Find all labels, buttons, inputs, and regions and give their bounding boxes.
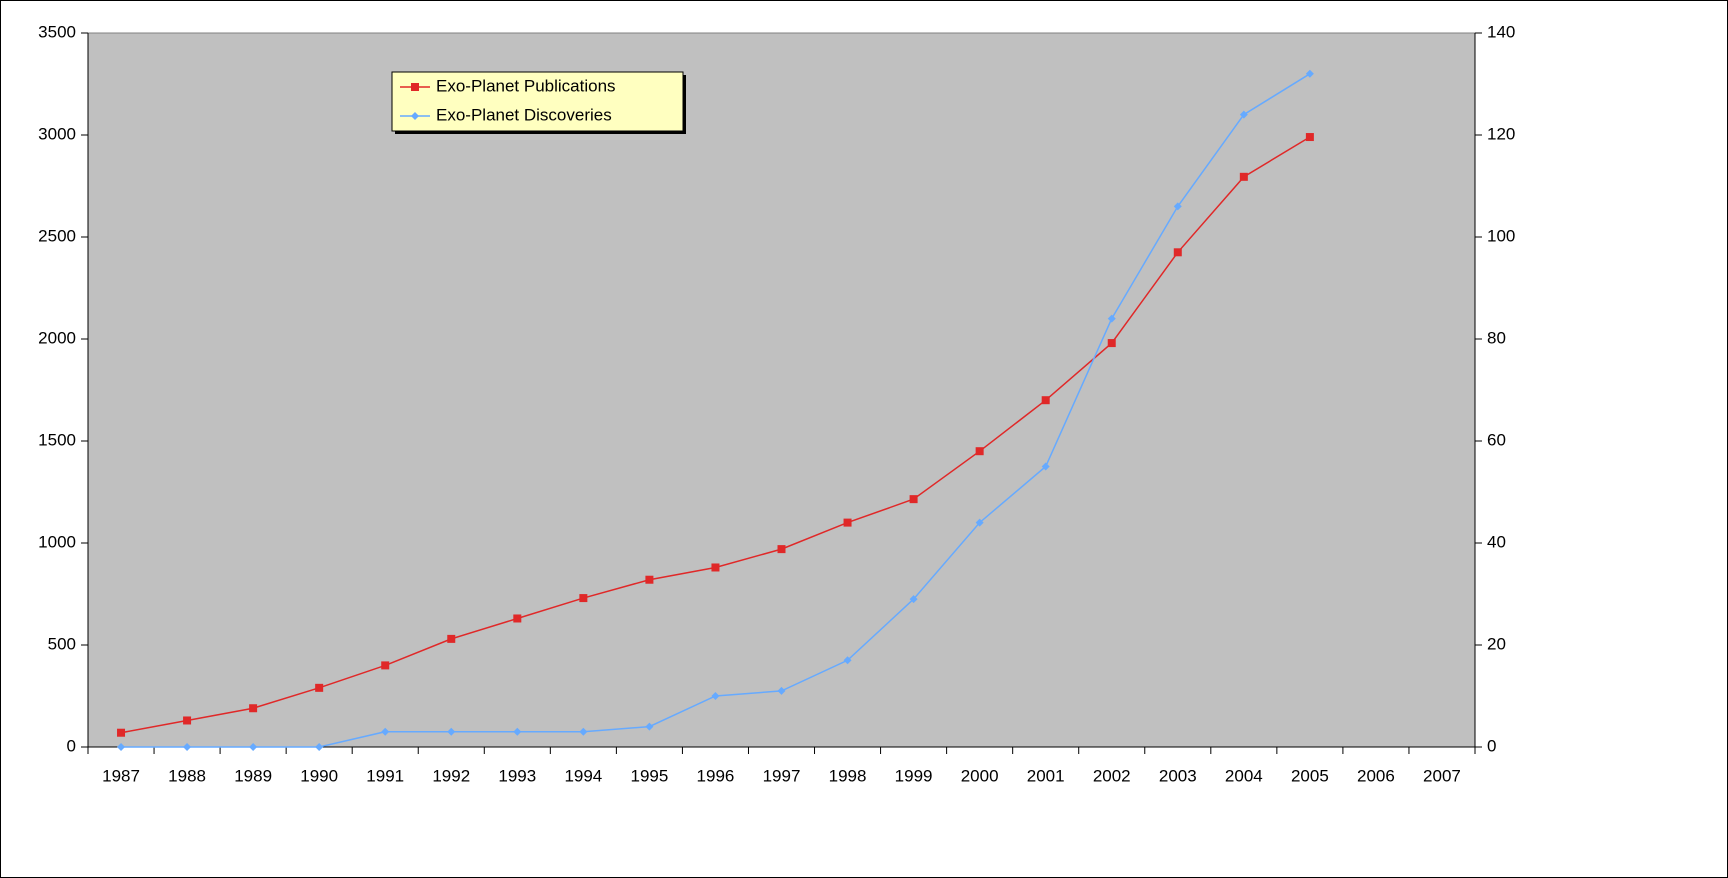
y2-tick-label: 100 bbox=[1487, 226, 1515, 245]
series-marker bbox=[381, 727, 390, 736]
x-tick-label: 1994 bbox=[564, 766, 602, 785]
series-marker bbox=[1173, 202, 1182, 211]
series-marker bbox=[447, 727, 456, 736]
series-marker bbox=[1305, 69, 1314, 78]
x-tick-label: 1991 bbox=[366, 766, 404, 785]
x-tick-label: 1995 bbox=[630, 766, 668, 785]
y-tick-label: 0 bbox=[67, 736, 76, 755]
series-marker bbox=[975, 518, 984, 527]
x-tick-label: 1988 bbox=[168, 766, 206, 785]
series-marker bbox=[513, 614, 522, 623]
legend-marker bbox=[411, 112, 419, 120]
series-marker bbox=[843, 518, 852, 527]
series-marker bbox=[315, 743, 324, 751]
legend-label: Exo-Planet Discoveries bbox=[436, 105, 612, 124]
series-marker bbox=[183, 743, 192, 751]
x-tick-label: 1999 bbox=[895, 766, 933, 785]
x-tick-label: 2000 bbox=[961, 766, 999, 785]
x-tick-label: 2002 bbox=[1093, 766, 1131, 785]
series-marker bbox=[1239, 110, 1248, 119]
series-marker bbox=[843, 656, 852, 665]
series-marker bbox=[777, 686, 786, 695]
y-tick-label: 2500 bbox=[38, 226, 76, 245]
series-marker bbox=[117, 728, 126, 737]
y-tick-label: 3500 bbox=[38, 22, 76, 41]
series-marker bbox=[1173, 248, 1182, 257]
y-tick-label: 500 bbox=[48, 634, 76, 653]
y2-tick-label: 20 bbox=[1487, 634, 1506, 653]
y-tick-label: 3000 bbox=[38, 124, 76, 143]
x-tick-label: 2005 bbox=[1291, 766, 1329, 785]
y2-tick-label: 60 bbox=[1487, 430, 1506, 449]
y2-tick-label: 40 bbox=[1487, 532, 1506, 551]
x-tick-label: 1989 bbox=[234, 766, 272, 785]
x-tick-label: 2001 bbox=[1027, 766, 1065, 785]
series-marker bbox=[1239, 172, 1248, 181]
series-marker bbox=[1305, 133, 1314, 142]
series-marker bbox=[909, 595, 918, 604]
series-marker bbox=[513, 727, 522, 736]
y2-tick-label: 120 bbox=[1487, 124, 1515, 143]
series-marker bbox=[711, 563, 720, 572]
x-tick-label: 1993 bbox=[498, 766, 536, 785]
y-tick-label: 1500 bbox=[38, 430, 76, 449]
legend-marker bbox=[411, 83, 419, 91]
series-marker bbox=[1041, 396, 1050, 405]
x-tick-label: 2004 bbox=[1225, 766, 1263, 785]
series-marker bbox=[975, 447, 984, 456]
x-tick-label: 1992 bbox=[432, 766, 470, 785]
x-tick-label: 1997 bbox=[763, 766, 801, 785]
y2-tick-label: 140 bbox=[1487, 22, 1515, 41]
legend-label: Exo-Planet Publications bbox=[436, 76, 616, 95]
series-marker bbox=[1107, 314, 1116, 323]
series-marker bbox=[711, 692, 720, 700]
series-marker bbox=[909, 495, 918, 504]
legend bbox=[391, 71, 684, 132]
x-tick-label: 1998 bbox=[829, 766, 867, 785]
plot-area bbox=[87, 32, 1476, 748]
series-marker bbox=[777, 545, 786, 554]
x-tick-label: 1990 bbox=[300, 766, 338, 785]
x-tick-label: 2007 bbox=[1423, 766, 1461, 785]
y-tick-label: 1000 bbox=[38, 532, 76, 551]
series-marker bbox=[645, 575, 654, 584]
y-tick-label: 2000 bbox=[38, 328, 76, 347]
x-tick-label: 1987 bbox=[102, 766, 140, 785]
series-marker bbox=[447, 634, 456, 643]
series-marker bbox=[579, 594, 588, 603]
series-marker bbox=[1107, 339, 1116, 348]
series-marker bbox=[183, 716, 192, 725]
series-marker bbox=[117, 743, 126, 751]
series-marker bbox=[381, 661, 390, 670]
series-marker bbox=[249, 743, 258, 751]
series-marker bbox=[249, 704, 258, 713]
y2-tick-label: 0 bbox=[1487, 736, 1496, 755]
x-tick-label: 2006 bbox=[1357, 766, 1395, 785]
series-marker bbox=[315, 683, 324, 692]
series-marker bbox=[645, 722, 654, 731]
y2-tick-label: 80 bbox=[1487, 328, 1506, 347]
series-marker bbox=[579, 727, 588, 736]
x-tick-label: 2003 bbox=[1159, 766, 1197, 785]
x-tick-label: 1996 bbox=[697, 766, 735, 785]
series-marker bbox=[1041, 462, 1050, 471]
